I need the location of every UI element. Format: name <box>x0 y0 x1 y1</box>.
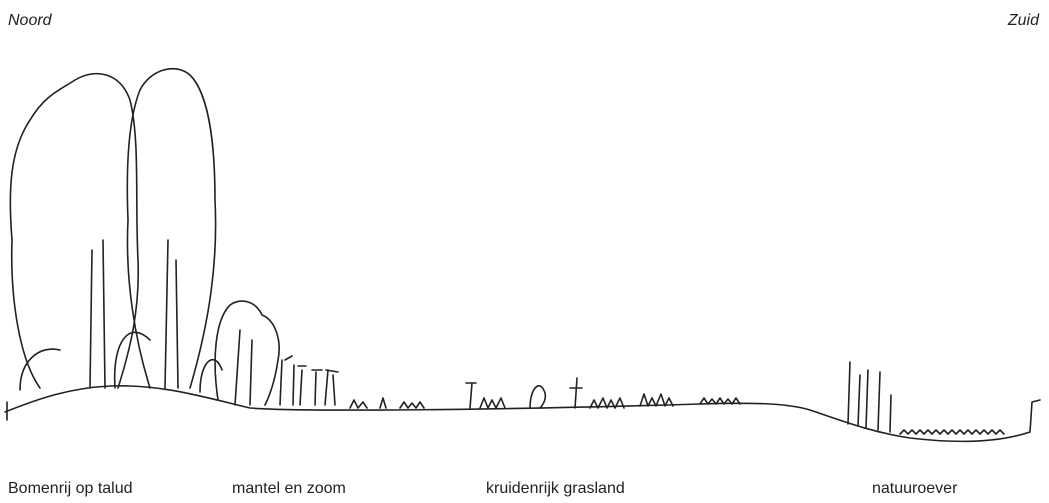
grass <box>349 377 741 409</box>
south-label: Zuid <box>1007 12 1039 29</box>
tree <box>126 67 217 389</box>
zone-label: Bomenrij op talud <box>8 480 133 497</box>
herbs <box>279 355 339 406</box>
north-label: Noord <box>8 12 52 29</box>
reeds <box>847 361 1005 435</box>
zone-label: mantel en zoom <box>232 480 346 497</box>
tree-trunk <box>89 239 179 389</box>
zone-label: natuuroever <box>872 480 958 497</box>
zone-label: kruidenrijk grasland <box>486 480 625 497</box>
ground-line <box>4 384 1041 443</box>
shrub <box>214 300 280 406</box>
tree <box>9 72 140 389</box>
shrub <box>19 331 223 393</box>
